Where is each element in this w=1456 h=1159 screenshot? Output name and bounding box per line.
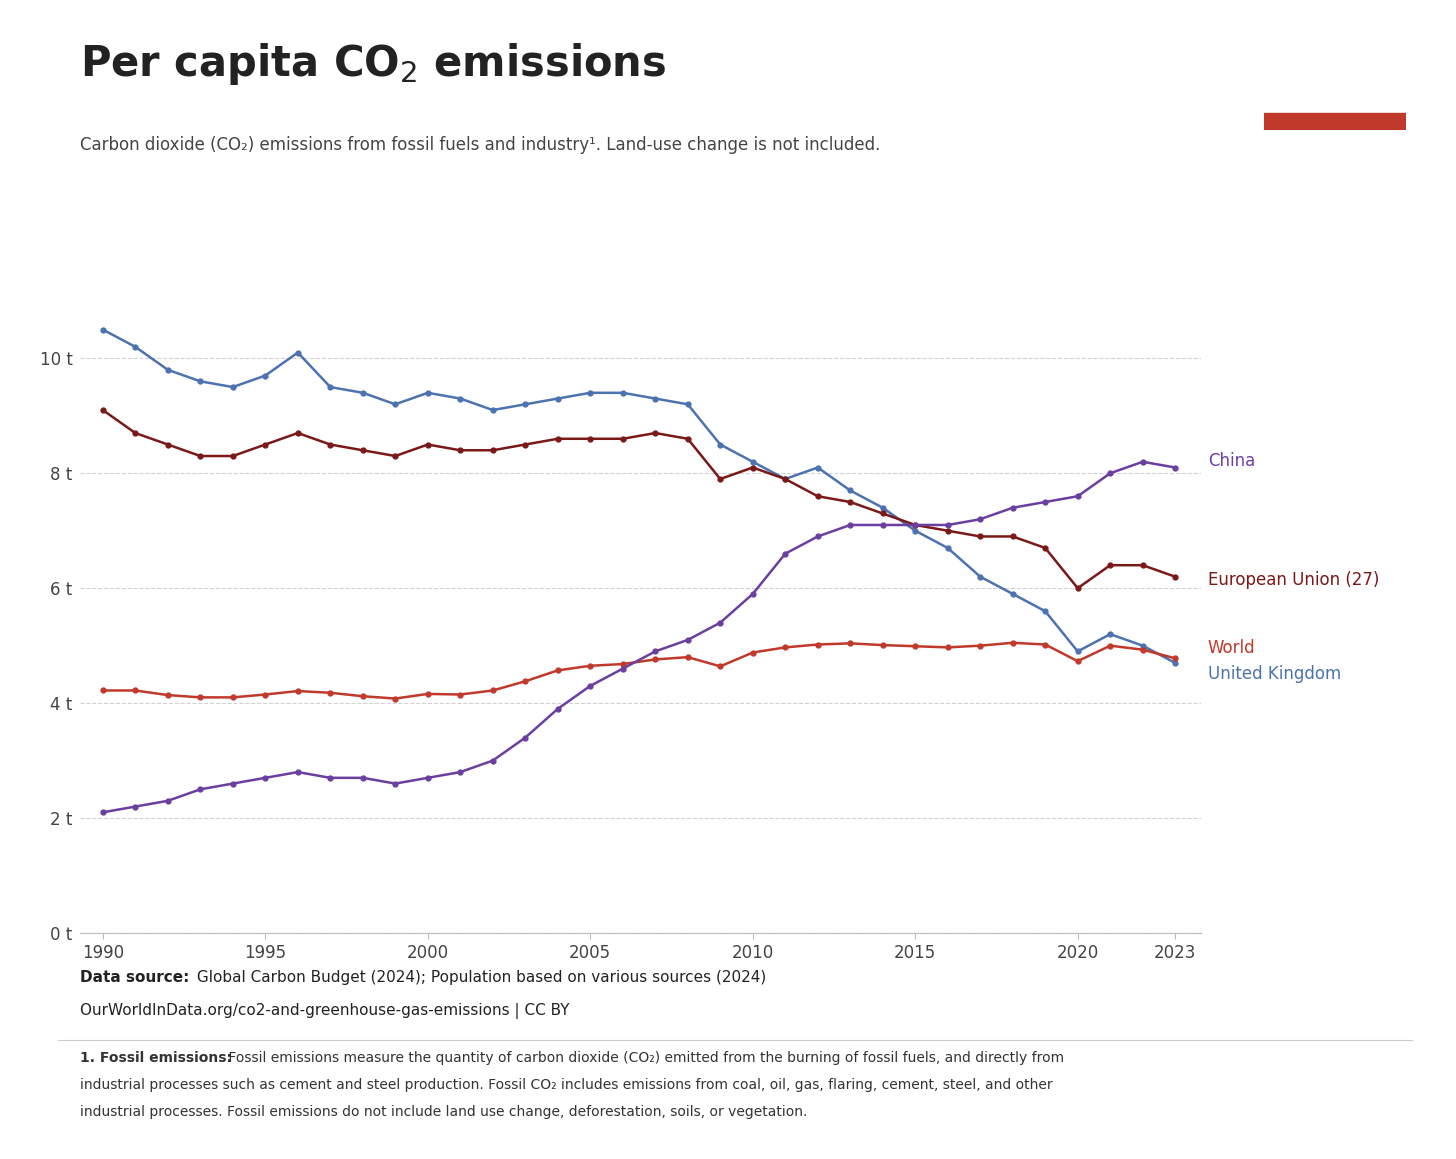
Text: OurWorldInData.org/co2-and-greenhouse-gas-emissions | CC BY: OurWorldInData.org/co2-and-greenhouse-ga… (80, 1003, 569, 1019)
Text: industrial processes. Fossil emissions do not include land use change, deforesta: industrial processes. Fossil emissions d… (80, 1105, 808, 1118)
Text: Per capita CO$_2$ emissions: Per capita CO$_2$ emissions (80, 41, 667, 87)
Text: Fossil emissions measure the quantity of carbon dioxide (CO₂) emitted from the b: Fossil emissions measure the quantity of… (224, 1051, 1064, 1065)
Text: Our World: Our World (1300, 54, 1370, 67)
Text: industrial processes such as cement and steel production. Fossil CO₂ includes em: industrial processes such as cement and … (80, 1078, 1053, 1092)
Text: Carbon dioxide (CO₂) emissions from fossil fuels and industry¹. Land-use change : Carbon dioxide (CO₂) emissions from foss… (80, 136, 881, 154)
Text: 1. Fossil emissions:: 1. Fossil emissions: (80, 1051, 232, 1065)
Text: European Union (27): European Union (27) (1207, 570, 1379, 589)
Text: World: World (1207, 639, 1255, 657)
Text: Global Carbon Budget (2024); Population based on various sources (2024): Global Carbon Budget (2024); Population … (192, 970, 766, 985)
Text: China: China (1207, 452, 1255, 469)
Text: United Kingdom: United Kingdom (1207, 665, 1341, 684)
Text: Data source:: Data source: (80, 970, 189, 985)
Bar (1264, 114, 1406, 130)
Text: in Data: in Data (1310, 85, 1360, 97)
